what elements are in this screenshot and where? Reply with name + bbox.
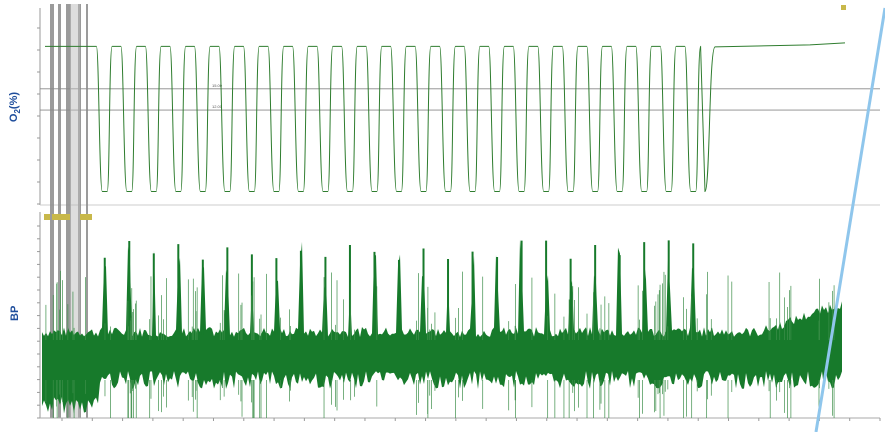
event-marker <box>52 214 70 220</box>
o2-series-line <box>45 42 846 192</box>
bp-signal-band <box>42 239 842 414</box>
event-marker <box>80 214 92 220</box>
o2-reference-label: 15.00 <box>212 83 223 88</box>
event-marker <box>44 214 50 220</box>
o2-reference-label: 12.00 <box>212 104 223 109</box>
corner-marker <box>841 5 846 10</box>
artifact-band <box>86 4 88 418</box>
artifact-band <box>66 4 71 418</box>
artifact-band <box>58 4 61 418</box>
artifact-band <box>50 4 54 418</box>
artifact-band <box>70 4 80 418</box>
overlay-line <box>814 7 885 432</box>
